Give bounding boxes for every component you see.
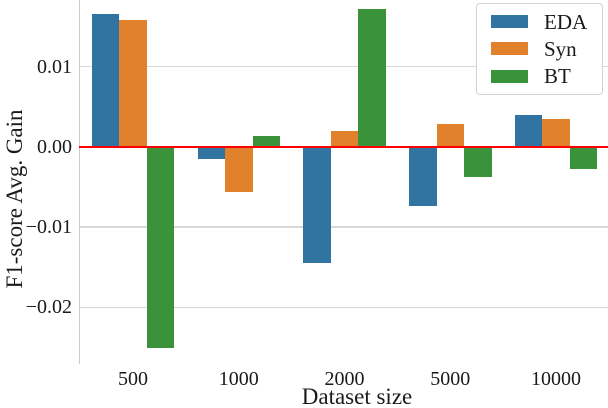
x-axis-label: Dataset size (301, 384, 413, 408)
bar-bt-1000 (252, 135, 280, 147)
x-tick-label: 10000 (531, 367, 581, 390)
legend-item-bt: BT (491, 63, 602, 90)
bar-eda-1000 (197, 146, 225, 159)
legend-item-syn: Syn (491, 35, 602, 62)
gridline (79, 306, 608, 308)
bar-bt-10000 (569, 146, 598, 170)
y-tick-label: 0.00 (37, 135, 72, 158)
y-axis-label: F1-score Avg. Gain (2, 109, 27, 289)
bar-eda-2000 (303, 146, 331, 264)
bar-syn-2000 (330, 130, 359, 147)
bar-syn-10000 (542, 118, 570, 147)
x-tick-label: 1000 (218, 367, 259, 390)
y-axis-spine (79, 0, 81, 364)
bar-bt-2000 (358, 8, 386, 147)
legend-item-eda: EDA (491, 8, 602, 35)
zero-baseline (79, 145, 608, 148)
legend-swatch-icon (491, 69, 528, 83)
bar-eda-10000 (514, 114, 543, 147)
legend-label: Syn (544, 36, 577, 61)
bar-bt-500 (146, 146, 175, 349)
legend: EDA Syn BT (476, 3, 603, 95)
bar-syn-5000 (436, 123, 464, 147)
legend-swatch-icon (491, 15, 528, 29)
bar-bt-5000 (464, 146, 492, 177)
bar-syn-500 (119, 20, 147, 147)
legend-label: BT (544, 64, 571, 89)
legend-label: EDA (544, 9, 588, 34)
x-tick-label: 5000 (430, 367, 471, 390)
bar-syn-1000 (225, 146, 253, 192)
gridline (79, 226, 608, 228)
legend-swatch-icon (491, 42, 528, 56)
gridline (79, 66, 608, 68)
bar-eda-5000 (409, 146, 437, 207)
x-tick-label: 2000 (324, 367, 365, 390)
y-tick-label: −0.02 (25, 296, 72, 319)
y-tick-label: 0.01 (37, 55, 72, 78)
y-tick-label: −0.01 (25, 216, 72, 239)
bar-eda-500 (91, 13, 120, 147)
x-tick-label: 500 (118, 367, 148, 390)
